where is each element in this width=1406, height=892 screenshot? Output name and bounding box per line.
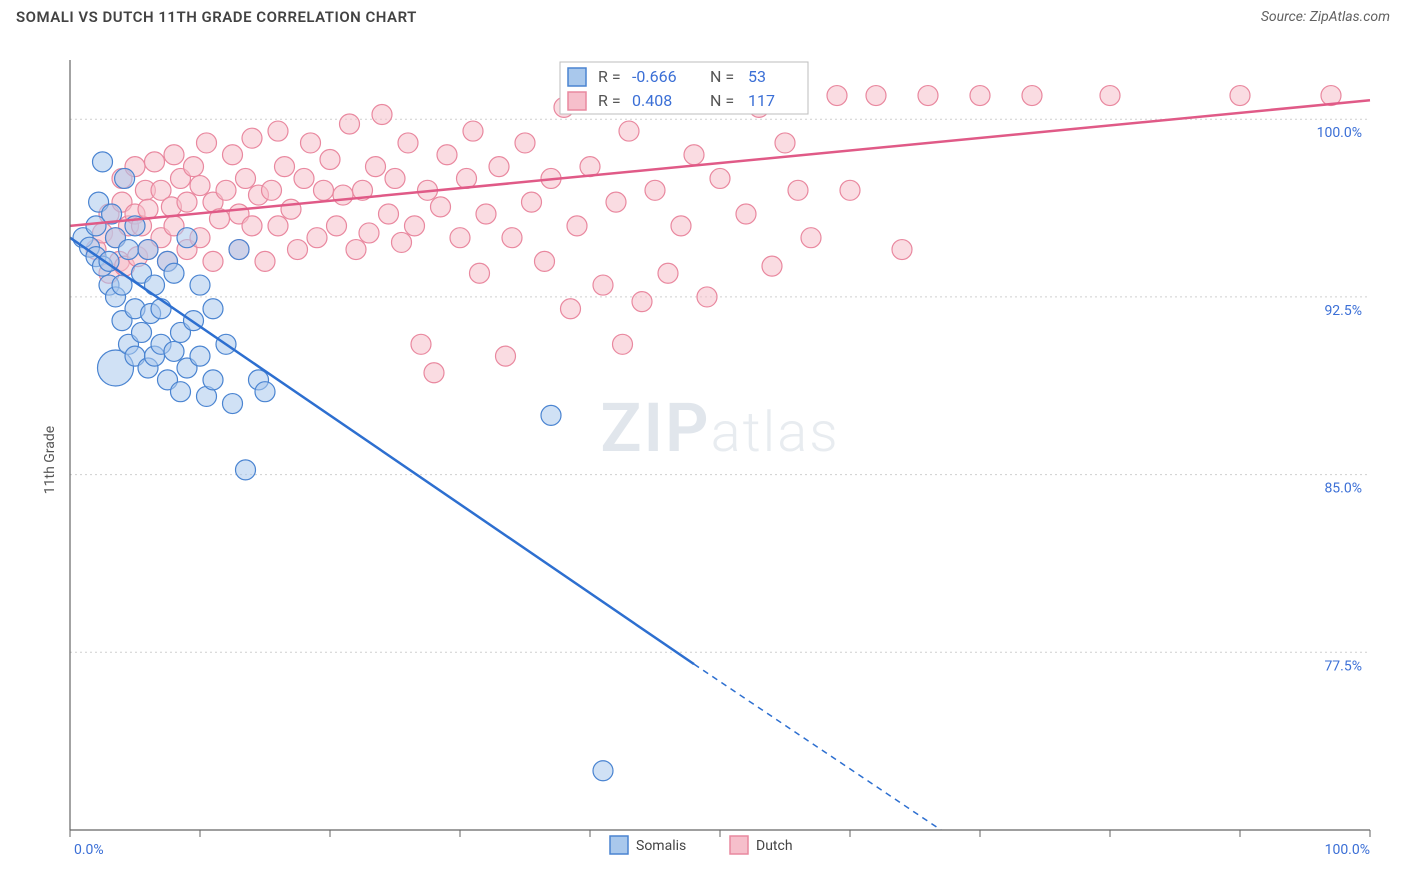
stats-n-value: 53 — [748, 67, 766, 86]
y-tick-label: 77.5% — [1324, 658, 1362, 674]
regression-line-somali-extrapolated — [694, 664, 941, 830]
legend-swatch — [730, 836, 748, 854]
legend-swatch — [610, 836, 628, 854]
stats-r-label: R = — [598, 91, 621, 110]
source-attribution: Source: ZipAtlas.com — [1261, 9, 1390, 25]
stats-n-value: 117 — [748, 91, 775, 110]
series-somali — [73, 152, 613, 781]
y-tick-label: 85.0% — [1324, 481, 1362, 497]
stats-r-value: -0.666 — [632, 67, 677, 86]
series-dutch — [86, 86, 1341, 383]
legend-label: Dutch — [756, 838, 793, 854]
stats-r-label: R = — [598, 67, 621, 86]
legend: Somalis Dutch — [610, 836, 793, 854]
page-title: SOMALI VS DUTCH 11TH GRADE CORRELATION C… — [16, 8, 417, 26]
legend-swatch — [568, 92, 586, 110]
y-axis-label: 11th Grade — [42, 426, 58, 494]
x-tick-label: 100.0% — [1325, 842, 1370, 858]
stats-r-value: 0.408 — [632, 91, 672, 110]
y-tick-label: 92.5% — [1324, 303, 1362, 319]
x-tick-label: 0.0% — [74, 842, 104, 858]
legend-label: Somalis — [636, 838, 686, 854]
y-tick-label: 100.0% — [1317, 125, 1362, 141]
stats-n-label: N = — [710, 91, 734, 110]
legend-swatch — [568, 68, 586, 86]
correlation-chart: 77.5% 85.0% 92.5% 100.0% ZIPatlas 0.0% 100.0% R… — [0, 30, 1406, 890]
stats-n-label: N = — [710, 67, 734, 86]
watermark: ZIPatlas — [600, 388, 839, 468]
